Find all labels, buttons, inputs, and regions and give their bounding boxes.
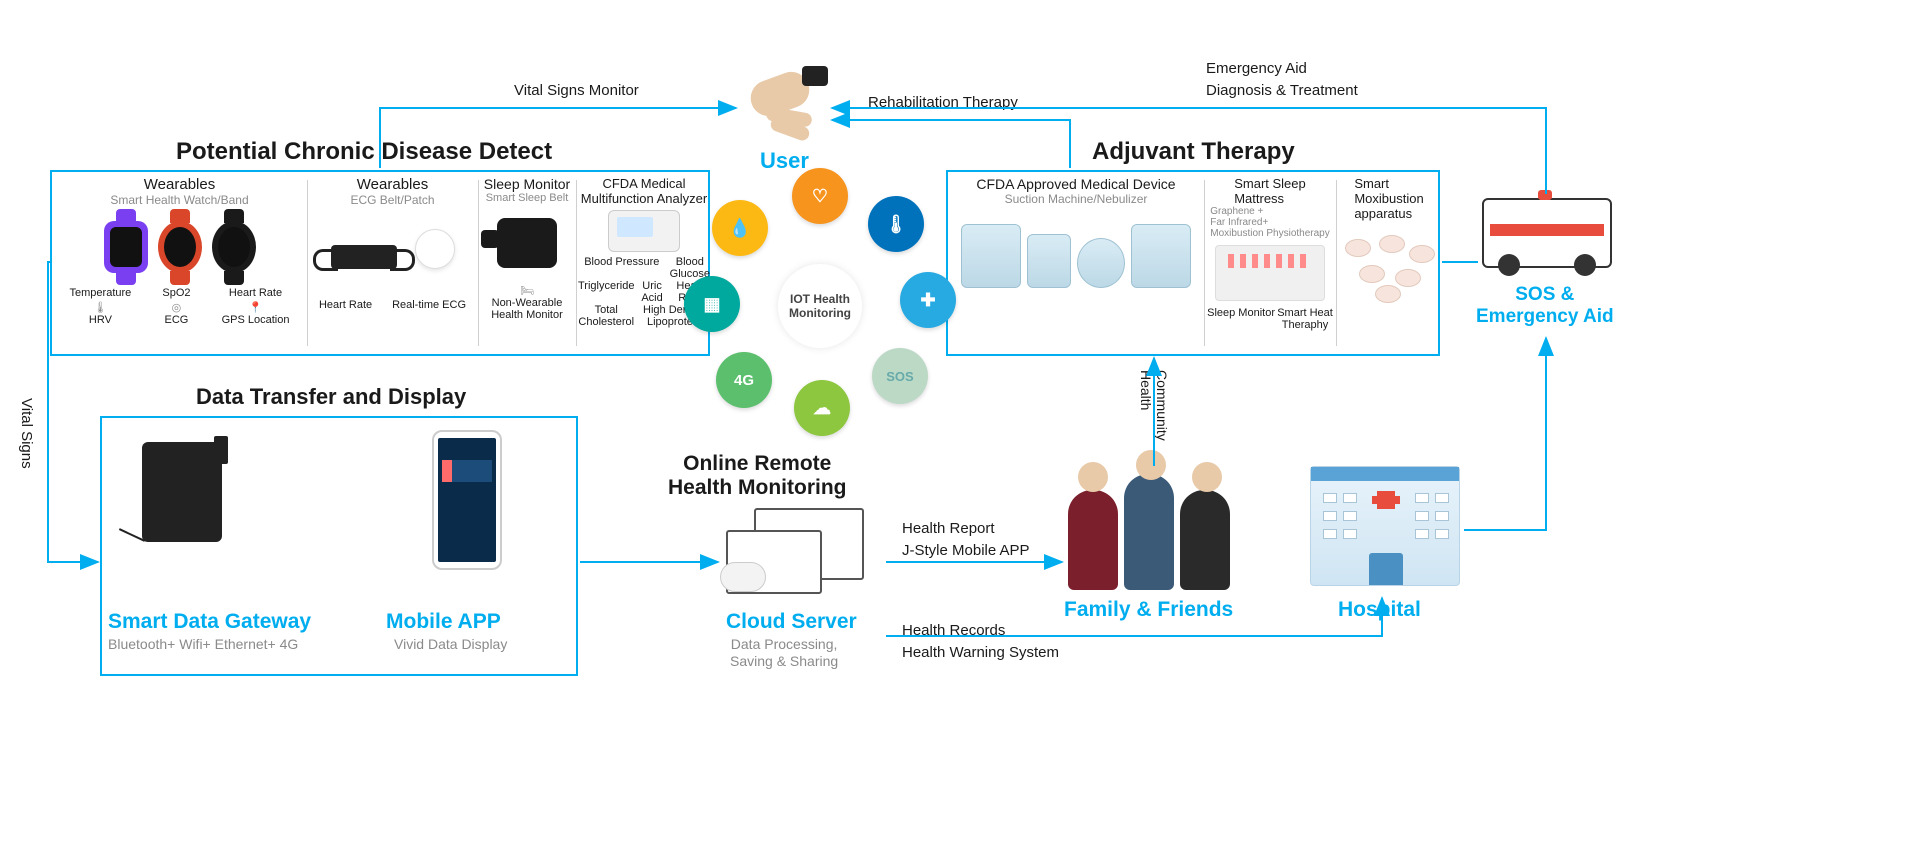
- adj2-sub: Graphene + Far Infrared+ Moxibustion Phy…: [1210, 206, 1330, 239]
- label-vital-signs-monitor: Vital Signs Monitor: [514, 82, 639, 99]
- ring-node-heart-icon: ♡: [792, 168, 848, 224]
- ring-node-med-icon: ✚: [900, 272, 956, 328]
- label-community-health: Community Health: [1138, 370, 1170, 441]
- panel1-title: Wearables: [144, 176, 215, 193]
- hospital-title: Hospital: [1338, 598, 1421, 622]
- panel1-sub: Smart Health Watch/Band: [110, 193, 248, 207]
- adjuvant-box: CFDA Approved Medical Device Suction Mac…: [946, 170, 1440, 356]
- panel2-title: Wearables: [357, 176, 428, 193]
- hospital-illustration: [1310, 466, 1460, 586]
- ring-node-drop-icon: 💧: [712, 200, 768, 256]
- user-title: User: [760, 148, 809, 174]
- metric-trig: Triglyceride: [578, 280, 634, 304]
- watch-icon: [104, 221, 148, 273]
- metric-temperature: Temperature: [70, 287, 132, 299]
- nebulizer-icon: [1077, 238, 1125, 288]
- remote-title: Online Remote Health Monitoring: [668, 452, 846, 500]
- panel3-sub: Smart Sleep Belt: [486, 192, 569, 204]
- watch-icon: [212, 221, 256, 273]
- analyzer-icon: [608, 210, 680, 252]
- panel4-title: CFDA Medical Multifunction Analyzer: [581, 176, 707, 206]
- gateway-icon: [142, 442, 222, 542]
- metric-nonwear: Non-Wearable: [492, 297, 563, 309]
- metric-ecg: ECG: [162, 314, 190, 326]
- ambulance-illustration: [1482, 198, 1612, 268]
- phone-icon: [432, 430, 502, 570]
- label-rehab-therapy: Rehabilitation Therapy: [868, 94, 1018, 111]
- nebulizer-icon: [1131, 224, 1191, 288]
- watch-row: [100, 217, 260, 277]
- metric-gps: GPS Location: [222, 314, 290, 326]
- moxibustion-icon: [1339, 235, 1439, 305]
- watch-icon: [158, 221, 202, 273]
- adjuvant-title: Adjuvant Therapy: [1092, 138, 1295, 166]
- app-sub: Vivid Data Display: [394, 636, 507, 652]
- ring-node-sos-icon: SOS: [872, 348, 928, 404]
- nebulizer-icon: [961, 224, 1021, 288]
- label-vital-signs-vertical: Vital Signs: [18, 398, 35, 469]
- hospital-icon: [1310, 466, 1460, 586]
- label-jstyle-app: J-Style Mobile APP: [902, 542, 1030, 559]
- metric-realtime-ecg: Real-time ECG: [392, 299, 466, 311]
- mattress-icon: [1215, 245, 1325, 301]
- nebulizer-icon: [1027, 234, 1071, 288]
- iot-center: IOT Health Monitoring: [778, 264, 862, 348]
- adj2-foot1: Sleep Monitor: [1207, 307, 1275, 331]
- ecg-belt-icon: [331, 245, 397, 269]
- phone-illustration: [432, 430, 502, 570]
- cloud-monitors: [726, 508, 876, 608]
- adj3-title: Smart Moxibustion apparatus: [1354, 176, 1423, 221]
- metric-hr2: Heart Rate: [319, 299, 372, 311]
- adjuvant-panel-moxi: Smart Moxibustion apparatus: [1336, 172, 1442, 354]
- gateway-illustration: [142, 442, 222, 542]
- ring-node-cloud-icon: ☁: [794, 380, 850, 436]
- label-diagnosis: Diagnosis & Treatment: [1206, 82, 1358, 99]
- adj2-title: Smart Sleep Mattress: [1234, 176, 1306, 206]
- adj1-sub: Suction Machine/Nebulizer: [1005, 192, 1148, 206]
- chronic-box: Wearables Smart Health Watch/Band Temper…: [50, 170, 710, 356]
- ring-node-monitor-icon: ▦: [684, 276, 740, 332]
- metric-spo2: SpO2: [162, 287, 190, 299]
- label-health-records: Health Records: [902, 622, 1005, 639]
- panel3-title: Sleep Monitor: [484, 176, 570, 192]
- cloud-title: Cloud Server: [726, 610, 857, 634]
- gateway-sub: Bluetooth+ Wifi+ Ethernet+ 4G: [108, 636, 298, 652]
- family-title: Family & Friends: [1064, 598, 1233, 622]
- panel2-sub: ECG Belt/Patch: [350, 193, 434, 207]
- adjuvant-panel-mattress: Smart Sleep Mattress Graphene + Far Infr…: [1204, 172, 1336, 354]
- sos-title: SOS & Emergency Aid: [1476, 284, 1614, 328]
- user-hand-illustration: [740, 66, 830, 146]
- gateway-title: Smart Data Gateway: [108, 610, 311, 634]
- label-warning-system: Health Warning System: [902, 644, 1059, 661]
- metric-chol: Total Cholesterol: [578, 304, 634, 328]
- ring-node-4g-icon: 4G: [716, 352, 772, 408]
- adjuvant-panel-cfda: CFDA Approved Medical Device Suction Mac…: [948, 172, 1204, 354]
- iot-ring: IOT Health Monitoring ♡ 🌡 ✚ SOS ☁ 4G ▦ 💧: [690, 176, 950, 436]
- app-title: Mobile APP: [386, 610, 501, 634]
- transfer-title: Data Transfer and Display: [196, 384, 466, 410]
- chronic-title: Potential Chronic Disease Detect: [176, 138, 552, 166]
- chronic-panel-wearables-watch: Wearables Smart Health Watch/Band Temper…: [52, 172, 307, 354]
- ring-node-temp-icon: 🌡: [868, 196, 924, 252]
- sleep-belt-icon: [497, 218, 557, 268]
- chronic-panel-ecg-belt: Wearables ECG Belt/Patch Heart Rate Real…: [307, 172, 478, 354]
- cloud-sub: Data Processing, Saving & Sharing: [730, 636, 838, 670]
- cloud-icon: [720, 562, 766, 592]
- metric-hrv: HRV: [70, 314, 132, 326]
- metric-heartrate: Heart Rate: [222, 287, 290, 299]
- ambulance-icon: [1482, 198, 1612, 268]
- metric-uric: Uric Acid: [638, 280, 665, 304]
- adj1-title: CFDA Approved Medical Device: [976, 176, 1175, 192]
- chronic-panel-sleep-monitor: Sleep Monitor Smart Sleep Belt 🛏 Non-Wea…: [478, 172, 576, 354]
- family-illustration: [1068, 470, 1238, 590]
- metric-bp: Blood Pressure: [578, 256, 666, 280]
- label-health-report: Health Report: [902, 520, 995, 537]
- metric-healthmon: Health Monitor: [491, 309, 563, 321]
- adj2-foot2: Smart Heat Theraphy: [1277, 307, 1333, 331]
- label-emergency-aid: Emergency Aid: [1206, 60, 1307, 77]
- ecg-patch-icon: [415, 229, 455, 269]
